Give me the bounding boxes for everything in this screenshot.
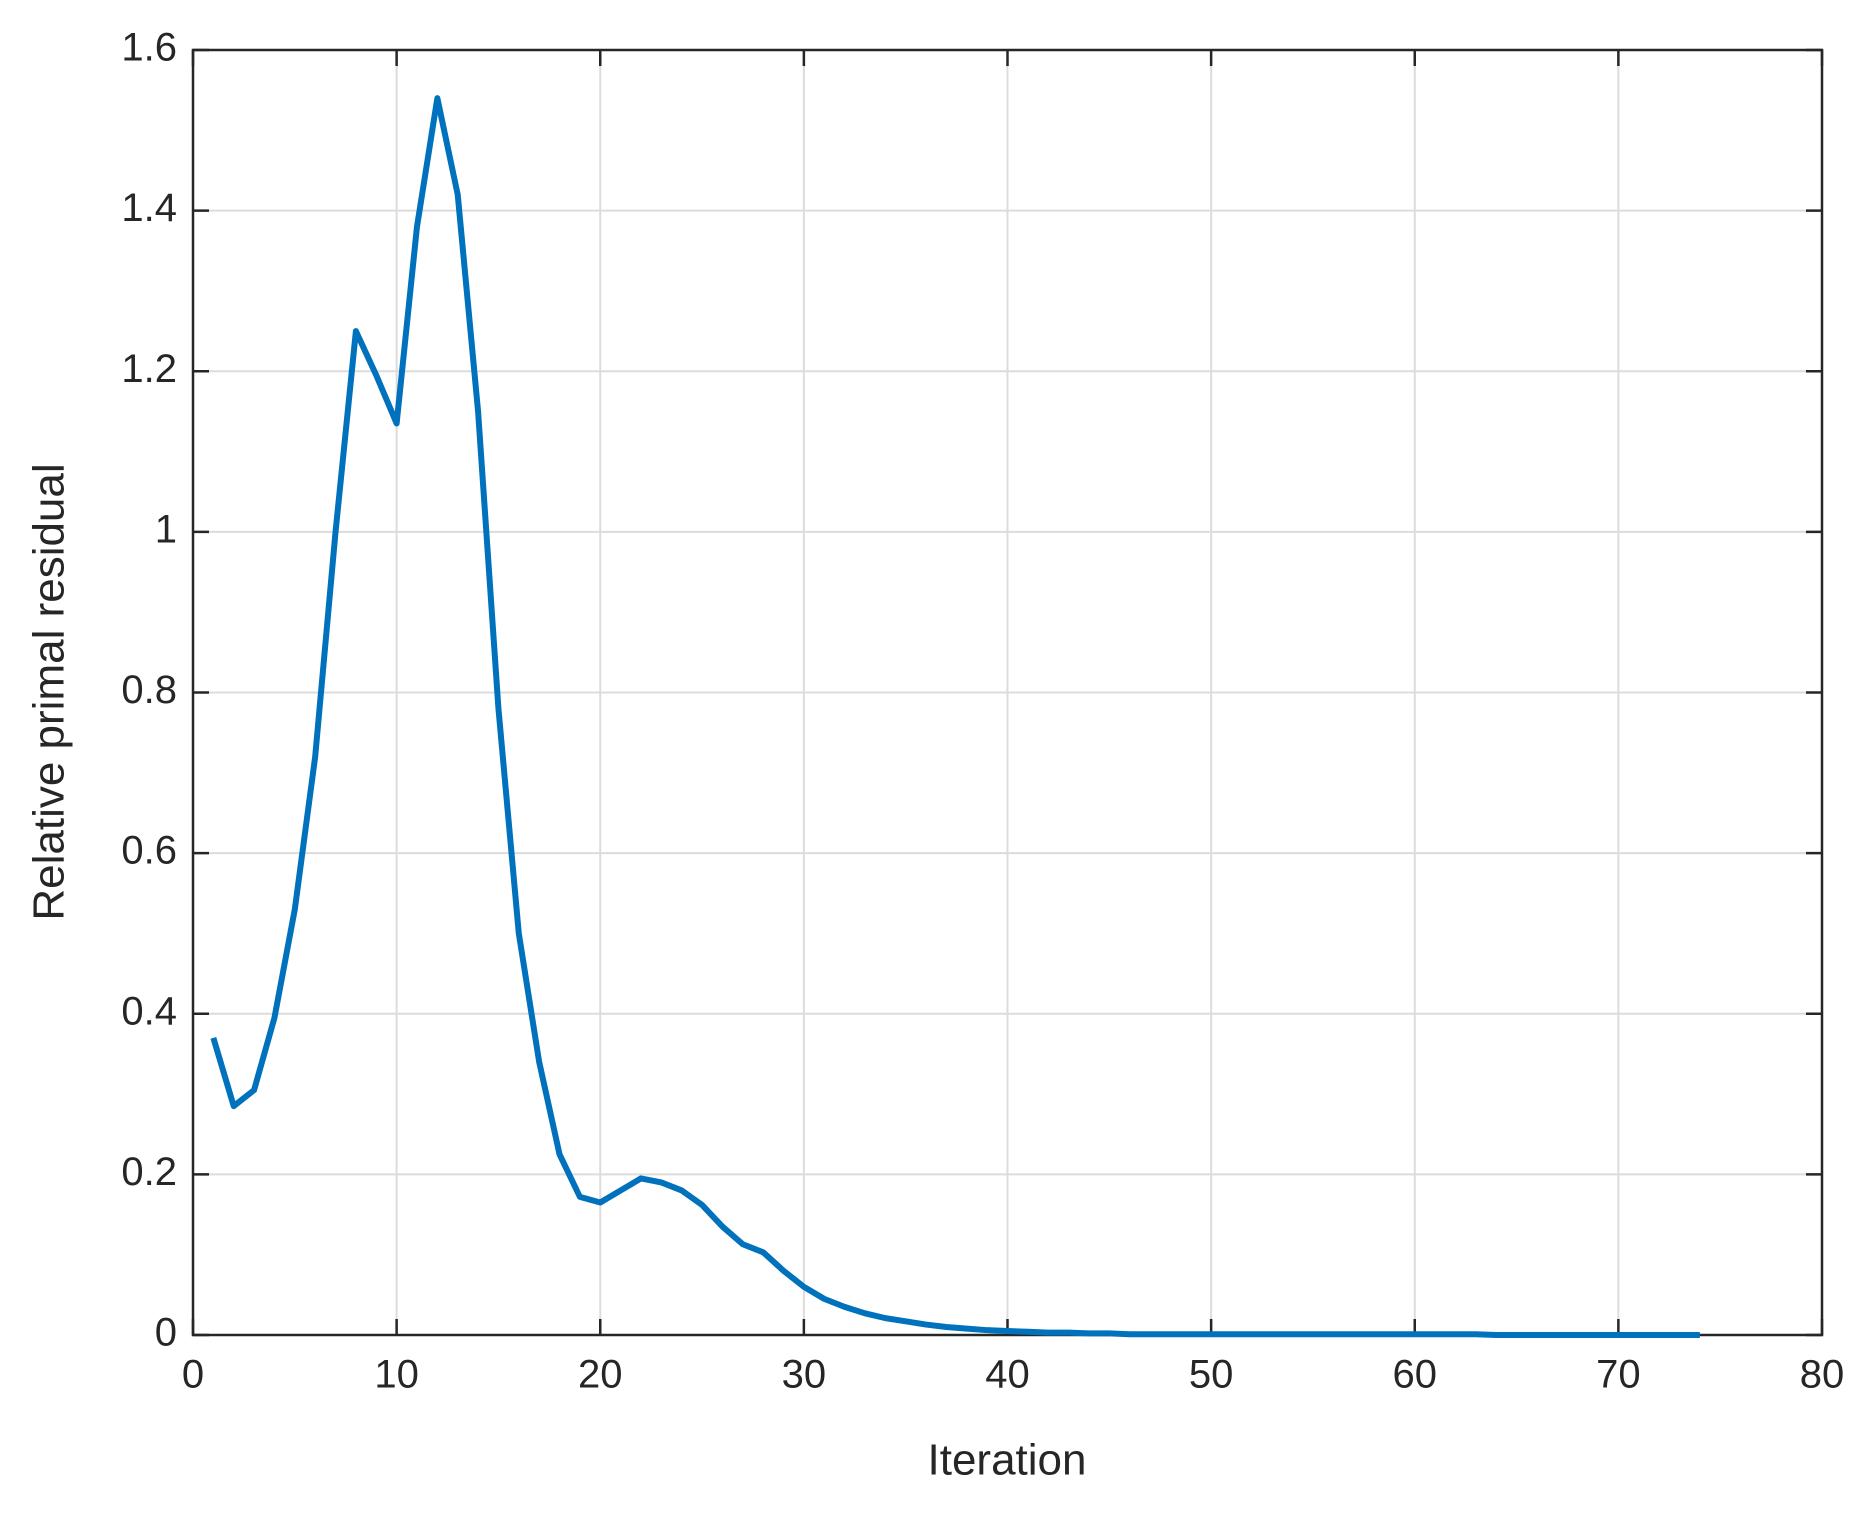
plot-frame (191, 48, 1824, 1337)
y-tick-label: 1 (155, 507, 177, 551)
x-tick-label: 50 (1189, 1353, 1234, 1397)
y-tick-label: 1.4 (121, 186, 177, 230)
y-tick-label: 0.4 (121, 989, 177, 1033)
x-tick-label: 10 (374, 1353, 419, 1397)
x-tick-label: 0 (182, 1353, 204, 1397)
y-tick-label: 0.8 (121, 668, 177, 712)
x-tick-label: 80 (1800, 1353, 1845, 1397)
y-tick-label: 1.2 (121, 347, 177, 391)
y-tick-label: 0.6 (121, 829, 177, 873)
x-tick-label: 20 (578, 1353, 623, 1397)
data-line (210, 95, 1700, 1338)
y-tick-label: 0 (155, 1311, 177, 1355)
y-tick-label: 0.2 (121, 1150, 177, 1194)
y-axis-label: Relative primal residual (25, 463, 74, 920)
x-tick-label: 60 (1393, 1353, 1438, 1397)
x-axis-label: Iteration (928, 1436, 1087, 1485)
x-tick-label: 30 (782, 1353, 827, 1397)
y-tick-label: 1.6 (121, 26, 177, 70)
x-tick-label: 70 (1596, 1353, 1641, 1397)
x-tick-label: 40 (985, 1353, 1030, 1397)
